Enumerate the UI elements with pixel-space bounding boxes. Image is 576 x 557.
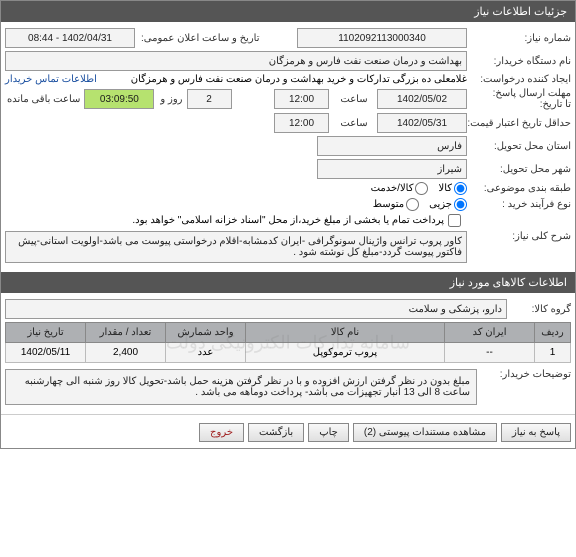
cell-need-date: 1402/05/11 (6, 343, 86, 363)
deadline-date-value: 1402/05/02 (377, 89, 467, 109)
need-number-value: 1102092113000340 (297, 28, 467, 48)
purchase-partial-radio-input[interactable] (454, 198, 467, 211)
subject-class-radio-group: کالا کالا/خدمت (371, 182, 467, 195)
need-title-label: شرح کلی نیاز: (471, 231, 571, 242)
col-unit: واحد شمارش (166, 323, 246, 343)
panel-title: جزئیات اطلاعات نیاز (1, 1, 575, 22)
deadline-time-value: 12:00 (274, 89, 329, 109)
cell-qty: 2,400 (86, 343, 166, 363)
request-creator-label: ایجاد کننده درخواست: (471, 74, 571, 85)
col-qty: تعداد / مقدار (86, 323, 166, 343)
deliver-province-label: استان محل تحویل: (471, 141, 571, 152)
cell-row: 1 (535, 343, 571, 363)
deadline-label: مهلت ارسال پاسخ: تا تاریخ: (471, 88, 571, 110)
cell-iran-code: -- (445, 343, 535, 363)
subject-goods-radio[interactable]: کالا (438, 182, 467, 195)
deliver-city-label: شهر محل تحویل: (471, 164, 571, 175)
attachments-button[interactable]: مشاهده مستندات پیوستی (2) (353, 423, 497, 442)
announce-datetime-value: 1402/04/31 - 08:44 (5, 28, 135, 48)
remain-days-value: 2 (187, 89, 232, 109)
subject-service-radio-input[interactable] (415, 182, 428, 195)
remain-suffix-label: ساعت باقی مانده (5, 94, 80, 105)
answer-button[interactable]: پاسخ به نیاز (501, 423, 571, 442)
goods-group-value: دارو، پزشکی و سلامت (5, 299, 507, 319)
subject-service-radio[interactable]: کالا/خدمت (371, 182, 429, 195)
buyer-name-value: بهداشت و درمان صنعت نفت فارس و هرمزگان (5, 51, 467, 71)
price-valid-date-value: 1402/05/31 (377, 113, 467, 133)
footer-buttons: پاسخ به نیاز مشاهده مستندات پیوستی (2) چ… (1, 414, 575, 448)
announce-datetime-label: تاریخ و ساعت اعلان عمومی: (139, 33, 293, 44)
purchase-partial-radio[interactable]: جزیی (429, 198, 467, 211)
request-creator-value: غلامعلی ده بزرگی تدارکات و خرید بهداشت و… (101, 74, 467, 85)
buyer-desc-value: مبلغ بدون در نظر گرفتن ارزش افزوده و با … (5, 369, 477, 405)
exit-button[interactable]: خروج (199, 423, 244, 442)
buyer-name-label: نام دستگاه خریدار: (471, 56, 571, 67)
deliver-city-value: شیراز (317, 159, 467, 179)
need-number-label: شماره نیاز: (471, 33, 571, 44)
time-label-1: ساعت (333, 94, 373, 105)
col-row: ردیف (535, 323, 571, 343)
col-need-date: تاریخ نیاز (6, 323, 86, 343)
time-label-2: ساعت (333, 118, 373, 129)
subject-goods-radio-input[interactable] (454, 182, 467, 195)
form-body: شماره نیاز: 1102092113000340 تاریخ و ساع… (1, 22, 575, 272)
price-valid-time-value: 12:00 (274, 113, 329, 133)
treasury-bonds-checkbox[interactable] (448, 214, 461, 227)
goods-table-wrap: ردیف ایران کد نام کالا واحد شمارش تعداد … (5, 322, 571, 363)
cell-name: پروب ترموکوپل (246, 343, 445, 363)
print-button[interactable]: چاپ (308, 423, 349, 442)
back-button[interactable]: بازگشت (248, 423, 304, 442)
purchase-type-label: نوع فرآیند خرید : (471, 199, 571, 210)
need-title-value: کاور پروب ترانس واژینال سونوگرافی -ایران… (5, 231, 467, 263)
days-and-label: روز و (158, 94, 182, 105)
deliver-province-value: فارس (317, 136, 467, 156)
buyer-desc-label: توضیحات خریدار: (481, 369, 571, 380)
subject-class-label: طبقه بندی موضوعی: (471, 183, 571, 194)
goods-body: گروه کالا: دارو، پزشکی و سلامت ردیف ایرا… (1, 293, 575, 414)
purchase-type-radio-group: جزیی متوسط (373, 198, 467, 211)
purchase-medium-radio[interactable]: متوسط (373, 198, 419, 211)
goods-table: ردیف ایران کد نام کالا واحد شمارش تعداد … (5, 322, 571, 363)
price-valid-label: حداقل تاریخ اعتبار قیمت: (471, 118, 571, 129)
goods-section-title: اطلاعات کالاهای مورد نیاز (1, 272, 575, 293)
col-name: نام کالا (246, 323, 445, 343)
table-row[interactable]: 1 -- پروب ترموکوپل عدد 2,400 1402/05/11 (6, 343, 571, 363)
remain-time-value: 03:09:50 (84, 89, 154, 109)
treasury-bonds-note: پرداخت تمام یا بخشی از مبلغ خرید،از محل … (132, 215, 444, 226)
goods-group-label: گروه کالا: (511, 304, 571, 315)
need-details-panel: جزئیات اطلاعات نیاز شماره نیاز: 11020921… (0, 0, 576, 449)
buyer-contact-link[interactable]: اطلاعات تماس خریدار (5, 74, 97, 85)
purchase-medium-radio-input[interactable] (406, 198, 419, 211)
cell-unit: عدد (166, 343, 246, 363)
col-iran-code: ایران کد (445, 323, 535, 343)
